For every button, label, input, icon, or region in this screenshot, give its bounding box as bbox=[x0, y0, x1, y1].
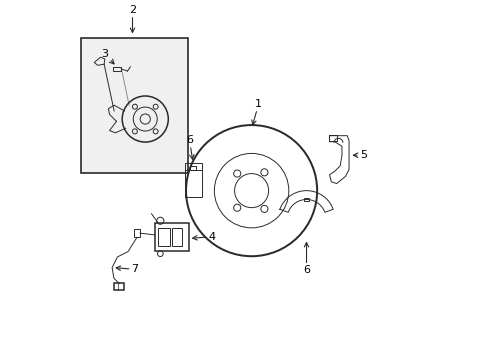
Bar bbox=[328, 135, 336, 141]
Bar bbox=[172, 228, 182, 246]
Bar bbox=[155, 222, 188, 251]
Text: 6: 6 bbox=[185, 135, 194, 159]
Text: 5: 5 bbox=[353, 150, 366, 160]
Bar bbox=[190, 166, 196, 170]
Text: 7: 7 bbox=[116, 264, 139, 274]
Text: 2: 2 bbox=[129, 5, 136, 32]
Text: 3: 3 bbox=[101, 49, 114, 64]
Text: 4: 4 bbox=[192, 232, 215, 242]
Text: 1: 1 bbox=[251, 99, 262, 125]
Bar bbox=[114, 283, 124, 290]
Bar bbox=[133, 229, 140, 238]
Text: 6: 6 bbox=[303, 243, 309, 275]
Bar bbox=[184, 163, 201, 197]
Bar bbox=[158, 228, 169, 246]
Bar bbox=[113, 67, 121, 71]
Bar bbox=[81, 38, 187, 173]
Bar bbox=[304, 198, 308, 201]
